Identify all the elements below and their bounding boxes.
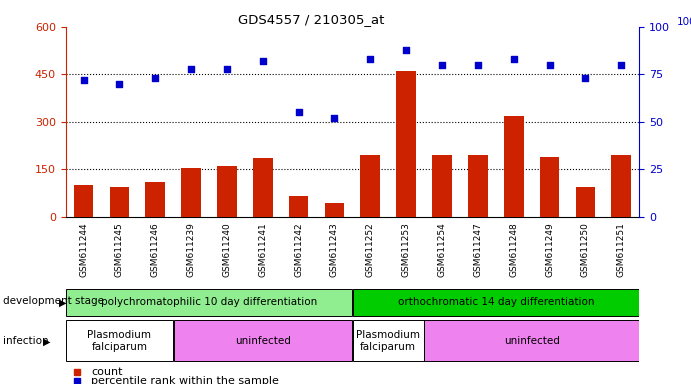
FancyBboxPatch shape bbox=[353, 321, 424, 361]
Bar bbox=[325, 203, 344, 217]
Text: uninfected: uninfected bbox=[504, 336, 560, 346]
Text: Plasmodium
falciparum: Plasmodium falciparum bbox=[357, 330, 420, 352]
Bar bbox=[361, 155, 380, 217]
Text: uninfected: uninfected bbox=[235, 336, 291, 346]
Point bbox=[365, 56, 376, 62]
Bar bbox=[74, 185, 93, 217]
Point bbox=[186, 66, 197, 72]
Bar bbox=[504, 116, 524, 217]
Text: GSM611247: GSM611247 bbox=[473, 222, 482, 277]
Point bbox=[114, 81, 125, 87]
FancyBboxPatch shape bbox=[424, 321, 638, 361]
Point bbox=[508, 56, 519, 62]
Text: GSM611239: GSM611239 bbox=[187, 222, 196, 277]
Bar bbox=[217, 166, 237, 217]
Point bbox=[329, 115, 340, 121]
FancyBboxPatch shape bbox=[66, 289, 352, 316]
Bar bbox=[612, 155, 631, 217]
Text: polychromatophilic 10 day differentiation: polychromatophilic 10 day differentiatio… bbox=[101, 297, 317, 308]
Text: infection: infection bbox=[3, 336, 49, 346]
Bar bbox=[468, 155, 488, 217]
Text: orthochromatic 14 day differentiation: orthochromatic 14 day differentiation bbox=[397, 297, 594, 308]
Text: ▶: ▶ bbox=[59, 298, 66, 308]
Text: GSM611254: GSM611254 bbox=[437, 222, 446, 277]
Bar bbox=[181, 168, 201, 217]
Text: ▶: ▶ bbox=[43, 337, 50, 347]
Point bbox=[78, 77, 89, 83]
FancyBboxPatch shape bbox=[173, 321, 352, 361]
Text: GDS4557 / 210305_at: GDS4557 / 210305_at bbox=[238, 13, 384, 26]
Point bbox=[221, 66, 232, 72]
Bar bbox=[397, 71, 416, 217]
Point bbox=[544, 62, 555, 68]
Text: GSM611240: GSM611240 bbox=[223, 222, 231, 277]
FancyBboxPatch shape bbox=[353, 289, 638, 316]
Bar bbox=[253, 158, 273, 217]
Text: 100%: 100% bbox=[676, 17, 691, 27]
Text: GSM611253: GSM611253 bbox=[401, 222, 410, 277]
Text: GSM611242: GSM611242 bbox=[294, 222, 303, 277]
Bar bbox=[576, 187, 595, 217]
Point bbox=[580, 75, 591, 81]
Point bbox=[616, 62, 627, 68]
Text: GSM611243: GSM611243 bbox=[330, 222, 339, 277]
Text: GSM611246: GSM611246 bbox=[151, 222, 160, 277]
Text: percentile rank within the sample: percentile rank within the sample bbox=[91, 376, 279, 384]
Point bbox=[257, 58, 268, 64]
Text: GSM611249: GSM611249 bbox=[545, 222, 554, 277]
Text: development stage: development stage bbox=[3, 296, 104, 306]
Text: GSM611251: GSM611251 bbox=[617, 222, 626, 277]
Text: Plasmodium
falciparum: Plasmodium falciparum bbox=[88, 330, 151, 352]
Point bbox=[293, 109, 304, 116]
FancyBboxPatch shape bbox=[66, 321, 173, 361]
Text: GSM611245: GSM611245 bbox=[115, 222, 124, 277]
Bar bbox=[110, 187, 129, 217]
Bar bbox=[540, 157, 560, 217]
Text: GSM611244: GSM611244 bbox=[79, 222, 88, 277]
Text: GSM611241: GSM611241 bbox=[258, 222, 267, 277]
Bar bbox=[432, 155, 452, 217]
Text: GSM611250: GSM611250 bbox=[581, 222, 590, 277]
Text: count: count bbox=[91, 366, 123, 377]
Point bbox=[437, 62, 448, 68]
Point bbox=[150, 75, 161, 81]
Point bbox=[473, 62, 484, 68]
Point bbox=[401, 46, 412, 53]
Bar bbox=[289, 196, 308, 217]
Bar bbox=[145, 182, 165, 217]
Text: GSM611252: GSM611252 bbox=[366, 222, 375, 277]
Text: GSM611248: GSM611248 bbox=[509, 222, 518, 277]
